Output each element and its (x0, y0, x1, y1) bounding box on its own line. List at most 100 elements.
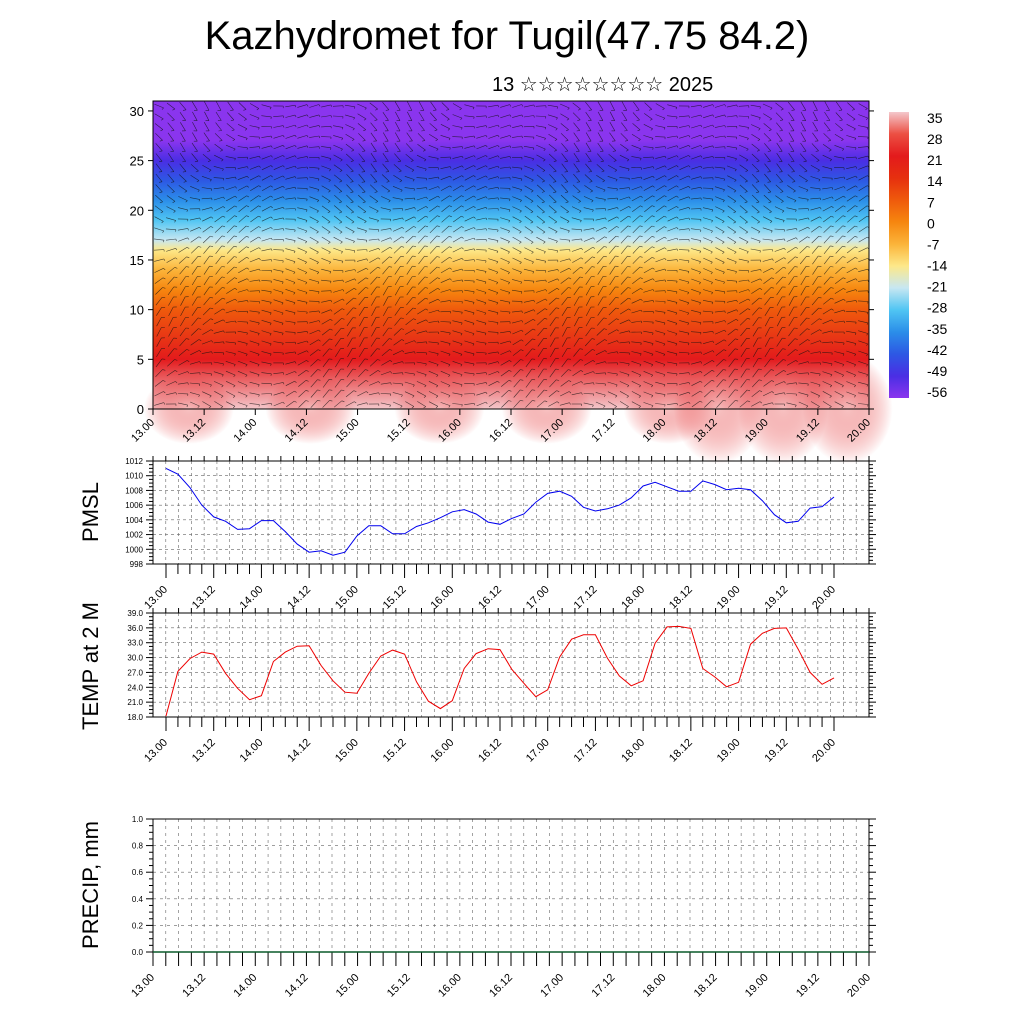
pmsl-series-line (165, 467, 835, 556)
y-tick-label: 5 (137, 352, 144, 367)
temp-series-line (165, 625, 835, 717)
x-tick-label: 15.00 (334, 972, 362, 1000)
colorbar-label: 0 (927, 215, 935, 231)
x-tick-label: 16.12 (487, 972, 515, 1000)
grid (152, 818, 870, 953)
x-tick-label: 19.12 (794, 972, 822, 1000)
y-tick-label: 0.0 (132, 948, 144, 957)
x-tick-label: 19.12 (762, 737, 790, 765)
x-tick-label: 13.12 (180, 972, 208, 1000)
y-tick-label: 1006 (125, 501, 143, 510)
x-tick-label: 17.12 (589, 972, 617, 1000)
precip-panel: 0.0 0.2 0.4 0.6 0.8 1.0 PRECIP, mm 13.00 13.12 14… (78, 815, 876, 1000)
colorbar-label: -14 (927, 258, 947, 274)
colorbar-label: -21 (927, 279, 947, 295)
grid (152, 612, 870, 718)
x-tick-label: 14.00 (231, 417, 259, 445)
y-tick-label: 1012 (125, 457, 143, 466)
y-tick-label: 0.4 (132, 895, 144, 904)
y-tick-label: 39.0 (127, 609, 143, 618)
x-tick-label: 18.12 (667, 584, 695, 612)
x-tick-label: 19.00 (743, 972, 771, 1000)
y-tick-label: 10 (130, 303, 144, 318)
y-tick-label: 0.6 (132, 868, 144, 877)
y-tick-label: 0 (137, 402, 144, 417)
colorbar-label: -49 (927, 363, 947, 379)
x-tick-label: 13.12 (190, 737, 218, 765)
x-tick-label: 20.00 (845, 972, 873, 1000)
x-tick-label: 19.12 (762, 584, 790, 612)
y-tick-label: 18.0 (127, 713, 143, 722)
y-tick-label: 24.0 (127, 683, 143, 692)
colorbar-label: 28 (927, 131, 943, 147)
x-tick-label: 15.12 (381, 737, 409, 765)
colorbar-label: 7 (927, 194, 935, 210)
colorbar-label: -56 (927, 384, 947, 400)
y-tick-label: 998 (130, 560, 144, 569)
x-tick-label: 17.12 (589, 417, 617, 445)
y-axis-label: TEMP at 2 M (78, 602, 103, 730)
grid (152, 460, 870, 565)
wind-barbs (153, 101, 870, 409)
y-tick-label: 33.0 (127, 639, 143, 648)
x-tick-label: 16.00 (436, 972, 464, 1000)
x-tick-label: 14.00 (238, 584, 266, 612)
colorbar-swatch (889, 112, 909, 398)
x-tick-label: 18.12 (692, 972, 720, 1000)
y-tick-label: 21.0 (127, 698, 143, 707)
y-tick-label: 1.0 (132, 815, 144, 824)
colorbar: 35 28 21 14 7 0 -7 -14 -21 -28 -35 -42 -49 -56 (889, 110, 947, 400)
colorbar-label: -7 (927, 236, 940, 252)
x-tick-label: 13.00 (129, 972, 157, 1000)
x-tick-label: 18.00 (619, 737, 647, 765)
x-tick-label: 13.12 (190, 584, 218, 612)
temperature-field (153, 101, 869, 409)
x-tick-label: 15.12 (381, 584, 409, 612)
x-tick-label: 16.00 (428, 737, 456, 765)
x-tick-label: 19.00 (715, 737, 743, 765)
x-tick-label: 13.00 (142, 584, 170, 612)
y-tick-label: 30 (130, 104, 144, 119)
y-tick-label: 0.8 (132, 842, 144, 851)
x-tick-label: 19.00 (715, 584, 743, 612)
y-tick-label: 15 (130, 253, 144, 268)
colorbar-label: 35 (927, 110, 943, 126)
x-tick-label: 14.00 (238, 737, 266, 765)
x-tick-label: 15.00 (333, 737, 361, 765)
page-subtitle: 13 ☆☆☆☆☆☆☆☆ 2025 (492, 74, 714, 96)
y-tick-label: 20 (130, 203, 144, 218)
colorbar-label: -28 (927, 300, 947, 316)
y-tick-label: 1004 (125, 516, 143, 525)
x-tick-label: 14.12 (285, 584, 313, 612)
x-tick-label: 17.00 (524, 584, 552, 612)
x-tick-label: 20.00 (810, 737, 838, 765)
x-tick-label: 17.12 (572, 584, 600, 612)
x-tick-label: 17.12 (572, 737, 600, 765)
x-tick-label: 17.00 (524, 737, 552, 765)
x-tick-label: 17.00 (538, 972, 566, 1000)
y-axis-label: PRECIP, mm (78, 821, 103, 949)
x-tick-label: 13.00 (142, 737, 170, 765)
x-tick-label: 18.00 (619, 584, 647, 612)
y-tick-label: 1000 (125, 545, 143, 554)
y-tick-label: 30.0 (127, 654, 143, 663)
y-axis-label: PMSL (78, 482, 103, 542)
x-tick-label: 18.00 (641, 972, 669, 1000)
colorbar-label: 21 (927, 152, 943, 168)
temp-panel: 18.0 21.0 24.0 27.0 30.0 33.0 36.0 39.0 TEMP at … (78, 602, 876, 765)
page-title: Kazhydromet for Tugil(47.75 84.2) (204, 14, 810, 58)
x-tick-label: 16.00 (428, 584, 456, 612)
y-tick-label: 1008 (125, 486, 143, 495)
x-tick-label: 18.12 (667, 737, 695, 765)
colorbar-label: 14 (927, 173, 943, 189)
y-tick-label: 36.0 (127, 624, 143, 633)
x-tick-label: 14.12 (283, 972, 311, 1000)
y-tick-label: 25 (130, 154, 144, 169)
x-tick-label: 20.00 (810, 584, 838, 612)
y-tick-label: 27.0 (127, 668, 143, 677)
x-tick-label: 16.12 (476, 584, 504, 612)
x-tick-label: 14.12 (285, 737, 313, 765)
y-tick-label: 1010 (125, 472, 143, 481)
